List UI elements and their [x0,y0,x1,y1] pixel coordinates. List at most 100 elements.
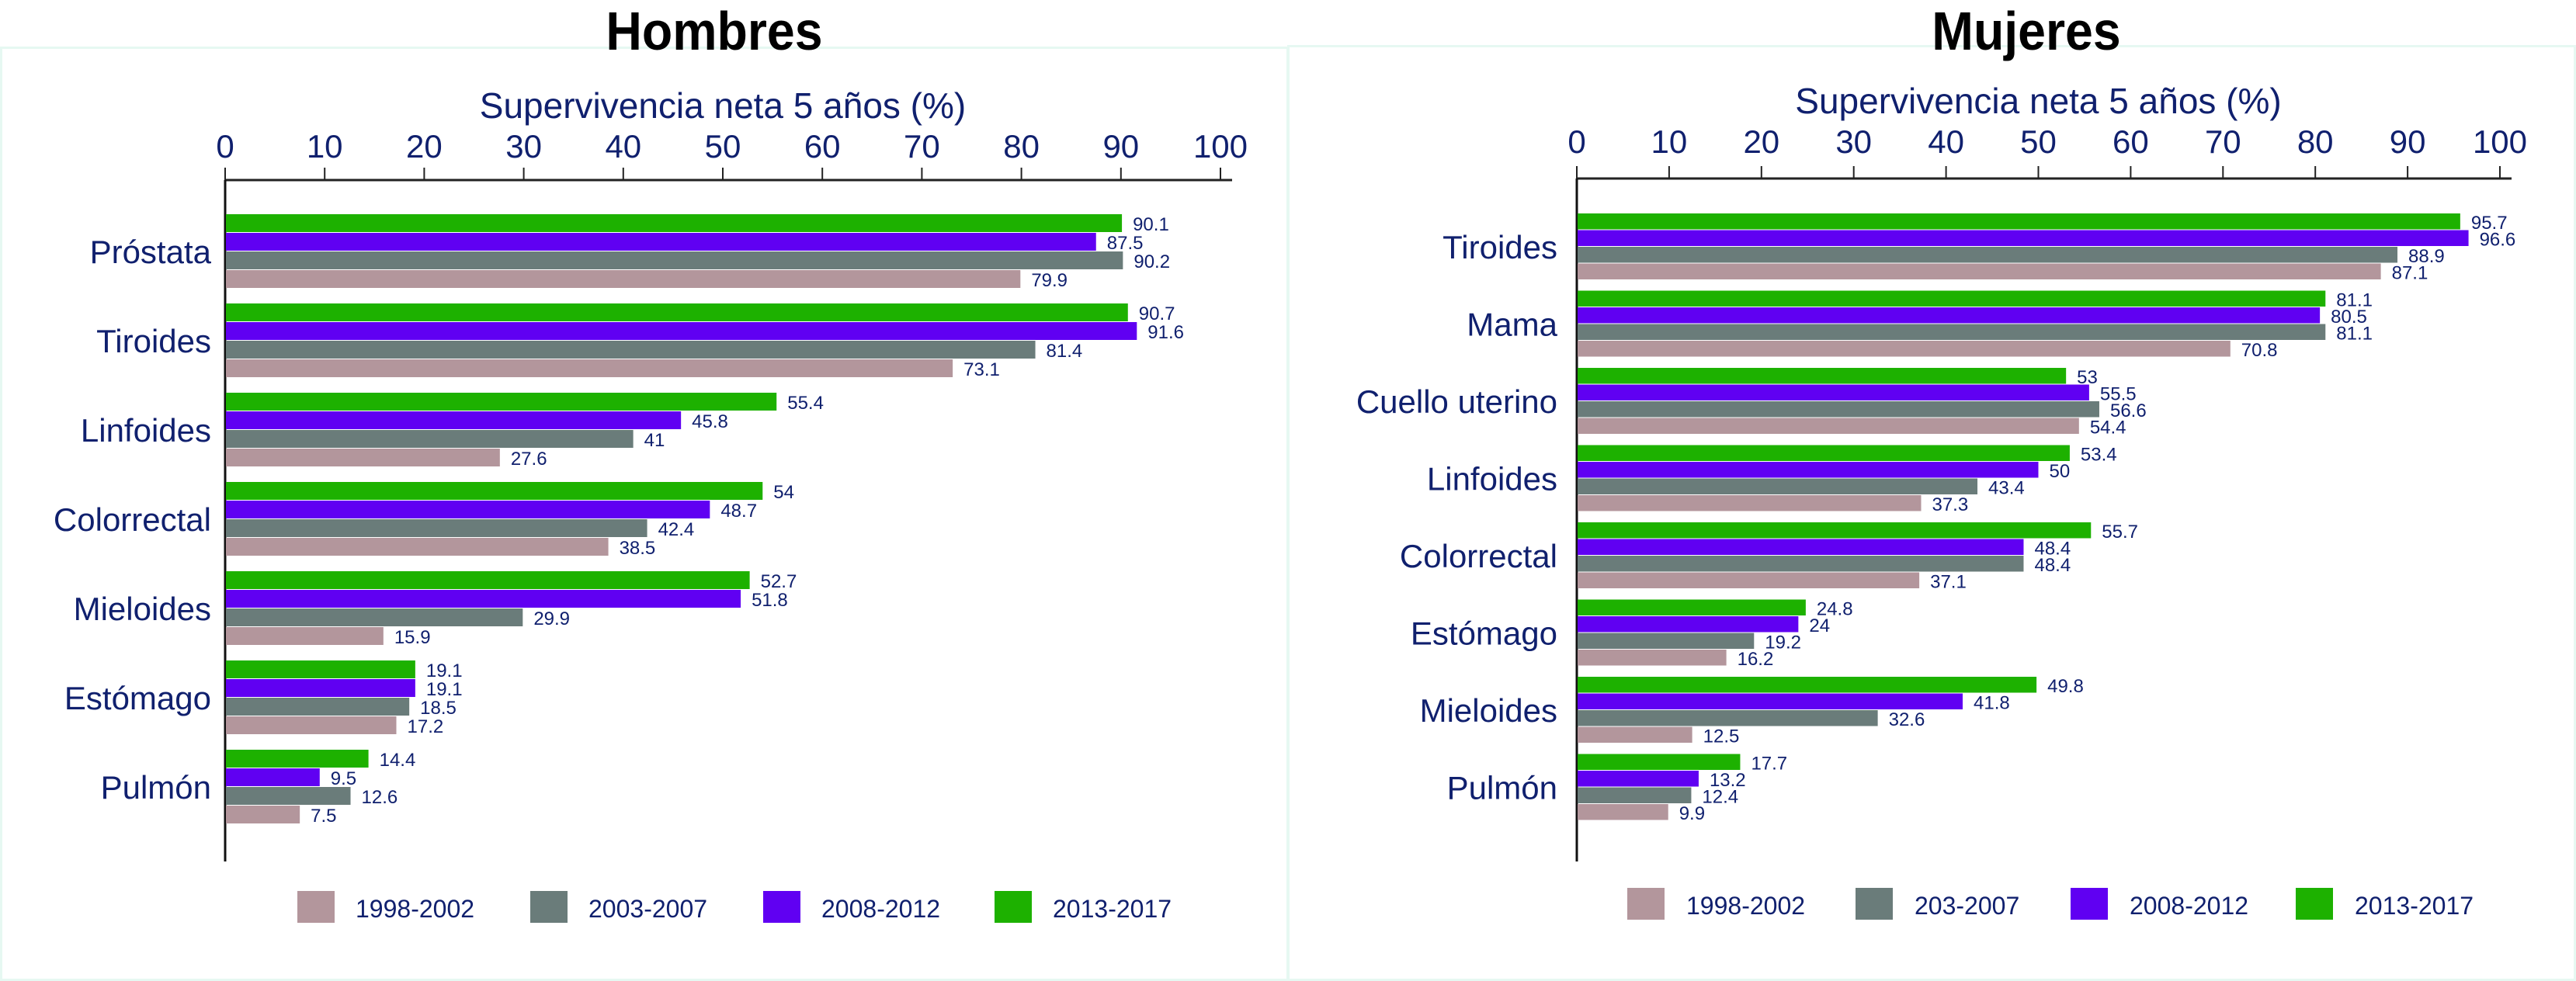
mujeres-category-label: Linfoides [1427,461,1557,497]
mujeres-data-label: 48.4 [2034,538,2071,559]
hombres-data-label: 18.5 [420,698,457,719]
mujeres-data-label: 37.1 [1930,571,1967,592]
mujeres-category-label: Mieloides [1420,692,1557,729]
mujeres-data-label: 9.9 [1679,803,1705,824]
mujeres-data-label: 81.1 [2336,289,2373,310]
mujeres-category-label: Tiroides [1442,229,1557,265]
mujeres-data-label: 55.7 [2102,522,2138,542]
mujeres-data-label: 13.2 [1710,770,1746,791]
hombres-bar [226,303,1128,321]
mujeres-bar [1578,650,1727,666]
mujeres-bar [1578,401,2099,418]
hombres-data-label: 87.5 [1107,233,1144,254]
mujeres-bar [1578,324,2326,340]
mujeres-bar [1578,462,2039,478]
mujeres-x-tick-label: 30 [1835,123,1872,160]
hombres-bar [226,341,1036,359]
mujeres-bar [1578,677,2037,693]
mujeres-data-label: 56.6 [2110,400,2147,421]
mujeres-data-label: 32.6 [1889,709,1925,730]
mujeres-x-tick-label: 10 [1651,123,1688,160]
hombres-data-label: 45.8 [692,411,728,432]
hombres-legend-label: 2008-2012 [821,895,940,923]
mujeres-bar [1578,572,1920,588]
hombres-x-tick-label: 10 [307,128,343,165]
mujeres-bar [1578,754,1741,770]
hombres-category-label: Estómago [64,680,211,716]
hombres-legend-swatch [297,891,335,923]
hombres-data-label: 7.5 [311,806,336,827]
hombres-x-tick-label: 50 [705,128,741,165]
hombres-data-label: 17.2 [408,716,444,737]
hombres-title: Hombres [606,1,823,61]
hombres-bar [226,698,410,716]
hombres-data-label: 27.6 [511,449,547,470]
mujeres-data-label: 24 [1809,615,1830,636]
mujeres-data-label: 70.8 [2241,340,2278,361]
mujeres-data-label: 17.7 [1751,753,1787,774]
mujeres-legend-label: 203-2007 [1915,892,2019,920]
mujeres-category-label: Estómago [1411,615,1557,652]
hombres-bar [226,538,609,556]
mujeres-data-label: 12.5 [1703,726,1740,747]
mujeres-title: Mujeres [1932,1,2121,61]
hombres-bar [226,411,682,429]
mujeres-bar [1578,213,2460,230]
mujeres-data-label: 88.9 [2408,246,2445,267]
mujeres-data-label: 48.4 [2034,555,2071,576]
mujeres-data-label: 95.7 [2471,213,2508,234]
hombres-bar [226,679,415,697]
mujeres-x-tick-label: 50 [2020,123,2057,160]
hombres-data-label: 14.4 [380,750,416,771]
hombres-bar [226,768,320,786]
hombres-bar [226,393,777,411]
mujeres-data-label: 41.8 [1974,692,2010,713]
hombres-x-tick-label: 30 [505,128,542,165]
hombres-x-tick-label: 90 [1102,128,1139,165]
mujeres-bar [1578,787,1692,803]
hombres-bar [226,608,523,626]
hombres-category-label: Tiroides [96,323,211,359]
mujeres-data-label: 19.2 [1765,632,1801,653]
mujeres-x-tick-label: 100 [2473,123,2527,160]
mujeres-data-label: 55.5 [2100,383,2137,404]
hombres-bar [226,501,710,518]
mujeres-x-tick-label: 90 [2390,123,2426,160]
mujeres-bar [1578,290,2326,307]
mujeres-data-label: 50 [2050,461,2071,482]
mujeres-x-tick-label: 0 [1567,123,1585,160]
mujeres-x-tick-label: 70 [2205,123,2241,160]
hombres-bar [226,627,384,645]
hombres-bar [226,322,1137,340]
mujeres-panel-frame [1287,45,2576,981]
hombres-data-label: 55.4 [787,393,824,414]
mujeres-bar [1578,230,2469,246]
mujeres-bar [1578,804,1668,820]
mujeres-category-label: Pulmón [1447,770,1557,806]
hombres-category-label: Mieloides [74,591,211,627]
mujeres-data-label: 81.1 [2336,323,2373,344]
hombres-data-label: 12.6 [362,787,398,808]
hombres-data-label: 73.1 [963,359,1000,380]
hombres-data-label: 19.1 [426,679,463,700]
mujeres-category-label: Mama [1467,307,1557,343]
mujeres-bar [1578,341,2231,357]
hombres-bar [226,233,1096,251]
hombres-data-label: 54 [773,482,794,503]
mujeres-bar [1578,539,2024,555]
hombres-data-label: 90.1 [1133,214,1169,235]
mujeres-category-label: Colorrectal [1400,538,1557,574]
hombres-category-label: Próstata [90,234,212,270]
hombres-bar [226,806,300,823]
mujeres-bar [1578,522,2092,539]
hombres-x-tick-label: 70 [904,128,940,165]
mujeres-bar [1578,247,2398,263]
mujeres-x-tick-label: 80 [2297,123,2334,160]
mujeres-bar [1578,771,1699,787]
hombres-data-label: 19.1 [426,660,463,681]
mujeres-legend-swatch [2296,888,2333,920]
hombres-bar [226,787,351,805]
hombres-data-label: 51.8 [752,590,788,611]
hombres-bar [226,571,750,589]
